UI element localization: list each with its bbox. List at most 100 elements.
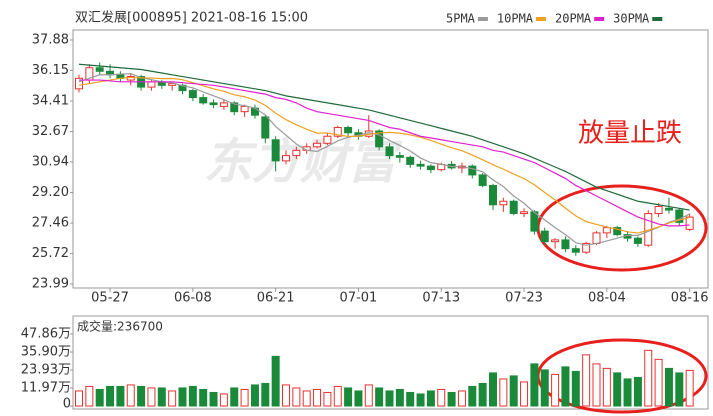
candle-body [571, 248, 580, 253]
candle-body [489, 184, 497, 206]
legend-swatch [477, 17, 488, 21]
candle-body [333, 126, 342, 137]
volume-bar [489, 372, 497, 407]
y-tick-label: 27.46 [32, 216, 69, 231]
volume-bar [685, 369, 694, 407]
candle-body [282, 155, 290, 162]
candle-body [654, 206, 663, 215]
candle-body [675, 209, 684, 223]
volume-bar [395, 388, 404, 407]
price-frame [72, 29, 709, 289]
volume-bar [271, 355, 280, 407]
volume-bar [509, 375, 518, 407]
volume-bar [406, 391, 415, 407]
volume-bar [199, 388, 208, 407]
volume-bar [261, 382, 270, 407]
candle-body [344, 126, 353, 134]
y-tick-label: 25.72 [32, 246, 69, 261]
volume-bar [157, 387, 166, 407]
candle-body [261, 116, 270, 139]
y-tick-label: 29.20 [32, 185, 69, 200]
volume-bar [375, 387, 384, 407]
volume-bar [250, 384, 259, 407]
legend-swatch [652, 17, 663, 21]
highlight-ellipse [536, 184, 708, 272]
volume-bar [209, 391, 218, 407]
volume-bar [644, 349, 653, 407]
candle-body [95, 67, 104, 72]
x-tick-label: 08-04 [588, 291, 626, 306]
candle-body [209, 102, 218, 106]
volume-bar [302, 390, 311, 407]
legend-label: 5PMA [446, 12, 476, 26]
y-tick-label: 36.15 [32, 63, 69, 78]
candle-body [416, 163, 425, 167]
candle-body [219, 102, 228, 107]
volume-bar [571, 370, 580, 407]
candle-body [478, 174, 487, 186]
volume-bar [664, 367, 673, 407]
legend-swatch [536, 17, 547, 21]
ma-line [78, 73, 690, 246]
volume-bar [592, 363, 601, 407]
y-tick-label: 34.41 [32, 93, 69, 108]
volume-title: 成交量:236700 [77, 319, 163, 334]
watermark: 东方财富 [204, 134, 403, 190]
legend-label: 20PMA [555, 12, 592, 26]
volume-bar [426, 390, 435, 407]
candle-body [426, 165, 435, 171]
volume-bar [385, 390, 394, 407]
volume-bar [323, 391, 332, 407]
y-tick-label: 47.86万 [21, 327, 71, 342]
candle-body [323, 135, 332, 144]
candle-body [540, 230, 549, 243]
candle-body [313, 142, 322, 148]
y-tick-label: 23.93万 [21, 363, 71, 378]
volume-bar [499, 378, 508, 407]
volume-frame [72, 315, 709, 410]
volume-bar [623, 378, 632, 407]
volume-bar [613, 372, 622, 407]
volume-bar [447, 391, 456, 407]
volume-bar [520, 381, 529, 407]
volume-bar [106, 385, 115, 407]
y-tick-label: 11.97万 [21, 380, 71, 395]
x-tick-label: 06-08 [174, 291, 212, 306]
x-tick-label: 07-13 [422, 291, 460, 306]
volume-bar [85, 385, 94, 407]
volume-bar [551, 373, 560, 407]
y-tick-label: 23.99 [32, 277, 69, 292]
candle-body [230, 102, 239, 113]
volume-bar [582, 354, 591, 407]
candle-body [509, 200, 518, 215]
volume-bar [292, 387, 301, 407]
volume-bar [168, 390, 177, 407]
y-tick-label: 30.94 [32, 154, 69, 169]
volume-bar [437, 388, 446, 407]
volume-bar [457, 390, 466, 407]
volume-bar [416, 393, 425, 407]
candle-body [395, 155, 404, 158]
candle-body [240, 105, 249, 113]
volume-bar [364, 384, 373, 407]
candle-body [685, 216, 694, 230]
candle-body [592, 232, 601, 244]
candle-body [633, 237, 642, 244]
volume-bar [282, 384, 290, 407]
volume-bar [75, 390, 83, 407]
candle-body [375, 130, 384, 148]
volume-bar [147, 387, 156, 407]
candle-body [520, 211, 529, 215]
candle-body [75, 77, 83, 90]
candle-body [292, 149, 301, 157]
x-tick-label: 06-21 [257, 291, 295, 306]
volume-bar [468, 385, 477, 407]
candle-body [664, 207, 673, 211]
x-tick-label: 05-27 [91, 291, 129, 306]
candle-body [406, 156, 415, 165]
annotation: 放量止跌 [578, 119, 682, 149]
volume-bar [561, 366, 570, 407]
volume-bar [230, 387, 239, 407]
y-tick-label: 35.90万 [21, 344, 71, 359]
